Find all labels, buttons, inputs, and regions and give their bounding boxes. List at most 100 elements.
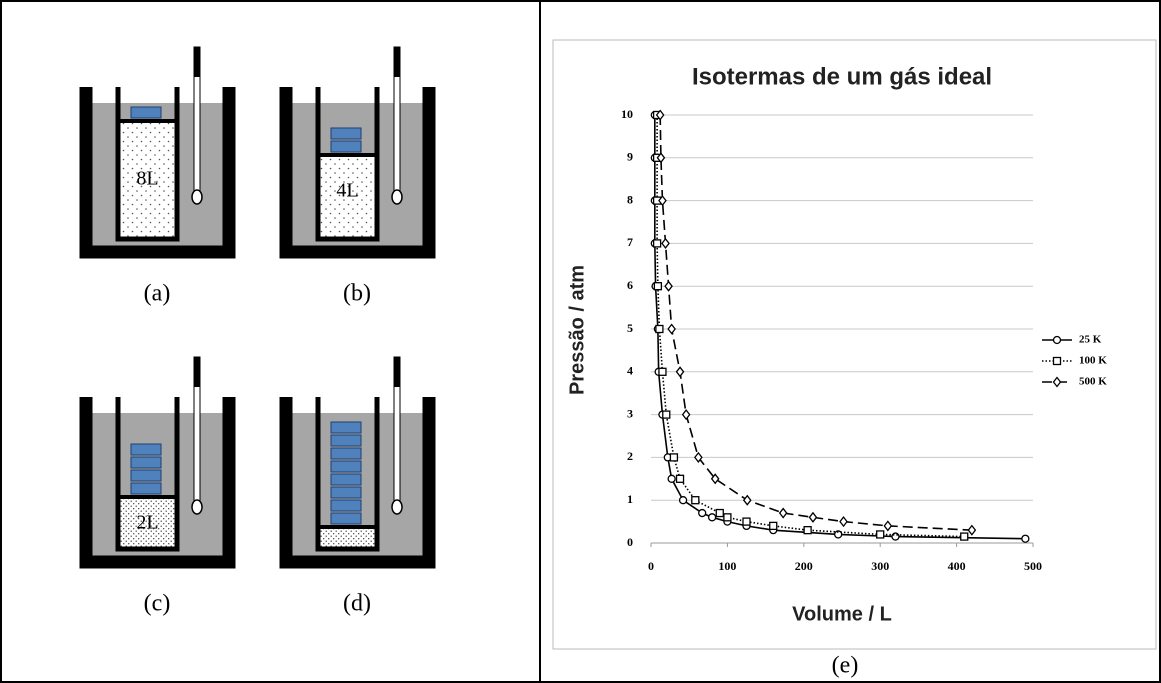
cylinder — [115, 87, 180, 242]
data-point — [694, 451, 703, 463]
weight-block — [330, 447, 362, 460]
weight-block — [330, 473, 362, 486]
data-point — [652, 239, 662, 248]
y-tick-label: 7 — [627, 235, 633, 249]
chart-area — [552, 39, 1157, 650]
series-line — [656, 115, 965, 538]
data-point — [715, 508, 724, 518]
data-point — [707, 513, 717, 522]
data-point — [742, 494, 752, 506]
thermometer-bulb — [191, 499, 203, 515]
beaker — [79, 397, 236, 569]
chart-title: Isotermas de um gás ideal — [692, 63, 992, 90]
data-point — [691, 496, 700, 505]
weight-block — [130, 469, 162, 482]
y-tick-label: 4 — [627, 364, 633, 378]
y-tick-label: 3 — [627, 406, 633, 420]
y-axis-label: Pressão / atm — [566, 265, 588, 395]
data-point — [655, 324, 664, 334]
thermometer-bulb — [391, 499, 403, 515]
thermometer-top — [194, 357, 200, 387]
data-point — [669, 453, 679, 462]
data-point — [667, 323, 676, 335]
legend-label: 25 K — [1079, 334, 1102, 346]
beaker-diagram: 8L (a) — [79, 46, 236, 307]
data-point — [960, 532, 969, 541]
gas — [120, 121, 175, 237]
y-tick-label: 2 — [627, 449, 633, 463]
thermometer-top — [394, 357, 400, 387]
x-tick-label: 100 — [718, 559, 736, 573]
panel-label: (d) — [343, 591, 371, 617]
volume-label: 4L — [336, 180, 358, 202]
weight-block — [330, 140, 362, 153]
thermometer-bulb — [391, 189, 403, 205]
data-point — [967, 524, 977, 536]
gas — [320, 527, 375, 547]
weight-block — [330, 486, 362, 499]
weight-block — [130, 456, 162, 469]
cylinder — [315, 397, 380, 552]
legend-marker — [1052, 376, 1062, 388]
legend-label: 100 K — [1079, 355, 1107, 367]
weight-block — [330, 460, 362, 473]
weight-block — [130, 443, 162, 456]
data-point — [803, 526, 812, 535]
data-point — [723, 513, 732, 522]
series-line — [659, 114, 972, 531]
weight-block — [330, 512, 362, 525]
data-point — [839, 516, 848, 528]
data-point — [769, 521, 778, 531]
volume-label: 2L — [136, 512, 158, 534]
legend-label: 500 K — [1079, 376, 1107, 388]
data-point — [662, 410, 671, 419]
x-axis-label: Volume / L — [792, 603, 892, 625]
data-point — [655, 109, 665, 121]
y-tick-label: 8 — [627, 192, 633, 206]
beaker-diagram: 2L (c) — [79, 356, 236, 617]
data-point — [778, 507, 788, 519]
data-point — [1021, 534, 1030, 543]
legend-marker — [1052, 335, 1062, 345]
data-point — [667, 474, 676, 483]
beaker-diagram: (d) — [279, 356, 436, 617]
weight-block — [330, 421, 362, 434]
beaker — [279, 397, 436, 569]
weight-block — [330, 499, 362, 512]
beaker — [279, 87, 436, 259]
y-tick-label: 1 — [627, 492, 633, 506]
data-point — [698, 508, 707, 518]
data-point — [710, 473, 720, 485]
y-tick-label: 0 — [627, 535, 633, 549]
y-tick-label: 5 — [627, 321, 633, 335]
data-point — [678, 496, 688, 505]
weight-block — [130, 106, 162, 119]
beaker — [79, 87, 236, 259]
data-point — [658, 367, 667, 376]
x-tick-label: 400 — [948, 559, 966, 573]
legend-marker — [1052, 356, 1062, 366]
panel-label: (b) — [343, 281, 371, 307]
beaker-diagram: 4L (b) — [279, 46, 436, 307]
y-tick-label: 6 — [627, 278, 633, 292]
data-point — [808, 511, 818, 523]
data-point — [675, 474, 685, 483]
data-point — [681, 409, 691, 421]
cylinder — [115, 397, 180, 552]
panel-label: (c) — [144, 591, 171, 617]
thermometer-top — [194, 47, 200, 77]
gas — [120, 497, 175, 547]
y-tick-label: 10 — [621, 107, 633, 121]
data-point — [675, 366, 685, 378]
x-tick-label: 500 — [1024, 559, 1042, 573]
data-point — [834, 530, 843, 539]
thermometer-top — [394, 47, 400, 77]
volume-label: 8L — [136, 168, 158, 190]
data-point — [664, 280, 673, 292]
caption: (e) — [832, 653, 859, 679]
data-point — [883, 520, 893, 532]
x-tick-label: 0 — [648, 559, 654, 573]
data-point — [742, 517, 751, 526]
